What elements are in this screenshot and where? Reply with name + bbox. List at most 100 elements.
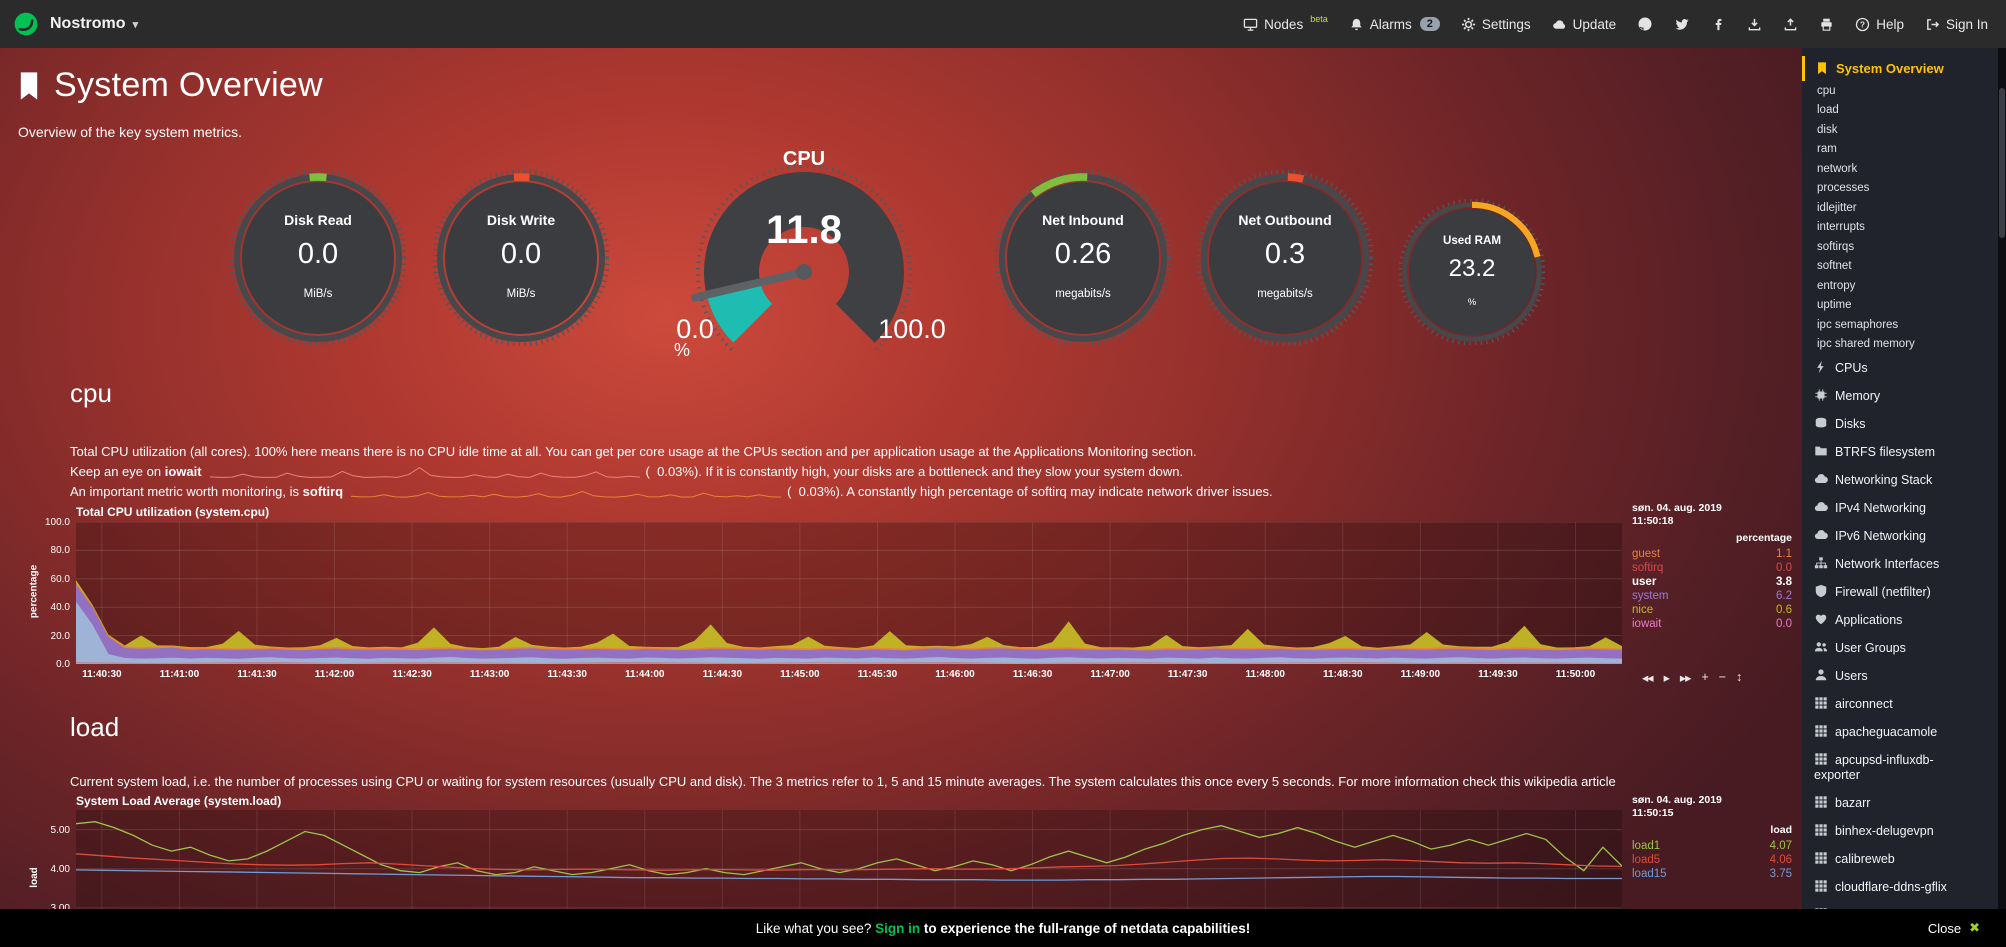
sidebar-item-label: ipc shared memory (1817, 338, 1915, 350)
grid-icon (1814, 879, 1828, 893)
legend-series-name: nice (1632, 604, 1654, 616)
sidebar-item-binhex-delugevpn[interactable]: binhex-delugevpn (1802, 817, 2006, 845)
x-tick-label: 11:45:00 (780, 669, 820, 680)
legend-row-nice[interactable]: nice 0.6 (1632, 604, 1792, 616)
chevron-down-icon: ▾ (132, 18, 139, 31)
legend-row-load5[interactable]: load5 4.06 (1632, 854, 1792, 866)
sidebar-item-ram[interactable]: ram (1802, 140, 2006, 160)
sidebar-item-idlejitter[interactable]: idlejitter (1802, 198, 2006, 218)
sidebar-item-label: softnet (1817, 260, 1852, 272)
github-button[interactable] (1637, 16, 1653, 32)
bookmark-icon (1815, 61, 1829, 75)
gauge-disk-write[interactable]: Disk Write 0.0 MiB/s (433, 170, 609, 346)
legend-row-load1[interactable]: load1 4.07 (1632, 840, 1792, 852)
sidebar-item-softnet[interactable]: softnet (1802, 257, 2006, 277)
sidebar-item-users[interactable]: Users (1802, 662, 2006, 690)
gauge-disk-read[interactable]: Disk Read 0.0 MiB/s (230, 170, 406, 346)
sidebar-item-label: entropy (1817, 279, 1856, 292)
close-icon: ✖ (1969, 920, 1980, 935)
grid-icon (1814, 752, 1828, 766)
sidebar-item-airconnect[interactable]: airconnect (1802, 690, 2006, 718)
sidebar-item-networking-stack[interactable]: Networking Stack (1802, 466, 2006, 494)
sidebar-item-interrupts[interactable]: interrupts (1802, 218, 2006, 238)
netdata-logo[interactable] (12, 10, 40, 38)
sidebar-item-btrfs-filesystem[interactable]: BTRFS filesystem (1802, 438, 2006, 466)
x-tick-label: 11:42:00 (314, 669, 355, 680)
sidebar-item-network-interfaces[interactable]: Network Interfaces (1802, 550, 2006, 578)
help-button[interactable]: ? Help (1855, 17, 1904, 32)
legend-series-name: system (1632, 590, 1669, 602)
sidebar-item-label: disk (1817, 123, 1838, 136)
sidebar-item-disks[interactable]: Disks (1802, 410, 2006, 438)
alarms-button[interactable]: Alarms 2 (1349, 17, 1440, 32)
sidebar-item-disk[interactable]: disk (1802, 120, 2006, 140)
sidebar-item-apcupsd-influxdb-exporter[interactable]: apcupsd-influxdb-exporter (1802, 746, 2006, 789)
twitter-button[interactable] (1674, 16, 1690, 32)
sidebar-item-cpus[interactable]: CPUs (1802, 354, 2006, 382)
scrollbar-thumb[interactable] (1999, 88, 2005, 238)
fast-forward-button[interactable]: ▸▸ (1679, 671, 1692, 685)
sidebar-item-cpu[interactable]: cpu (1802, 81, 2006, 101)
update-button[interactable]: Update (1552, 17, 1616, 32)
nodes-button[interactable]: Nodes beta (1243, 14, 1328, 32)
legend-row-softirq[interactable]: softirq 0.0 (1632, 562, 1792, 574)
gauge-unit: % (1467, 296, 1477, 308)
chart-toolbar: ◂◂ ▸ ▸▸ + − ↕ (1642, 670, 1742, 685)
banner-close-button[interactable]: Close ✖ (1927, 920, 1980, 936)
sidebar-item-processes[interactable]: processes (1802, 179, 2006, 199)
gauge-unit: megabits/s (1257, 288, 1313, 300)
sidebar-item-network[interactable]: network (1802, 159, 2006, 179)
gauge-net-inbound[interactable]: Net Inbound 0.26 megabits/s (995, 170, 1171, 346)
sidebar-item-user-groups[interactable]: User Groups (1802, 634, 2006, 662)
y-tick-label: 0.0 (56, 659, 70, 670)
sidebar-item-calibreweb[interactable]: calibreweb (1802, 845, 2006, 873)
sidebar-item-firewall-netfilter-[interactable]: Firewall (netfilter) (1802, 578, 2006, 606)
legend-series-name: load5 (1632, 854, 1661, 866)
sidebar-item-bazarr[interactable]: bazarr (1802, 789, 2006, 817)
sidebar-item-ipc-semaphores[interactable]: ipc semaphores (1802, 315, 2006, 335)
sidebar-item-ipv6-networking[interactable]: IPv6 Networking (1802, 522, 2006, 550)
gauge-net-outbound[interactable]: Net Outbound 0.3 megabits/s (1197, 170, 1373, 346)
cpu-chart-plot[interactable] (76, 522, 1622, 664)
node-name-dropdown[interactable]: Nostromo ▾ (50, 15, 138, 33)
gauge-used-ram[interactable]: Used RAM 23.2% (1399, 199, 1545, 345)
sidebar-item-entropy[interactable]: entropy (1802, 276, 2006, 296)
sidebar-item-apacheguacamole[interactable]: apacheguacamole (1802, 718, 2006, 746)
legend-series-name: softirq (1632, 562, 1664, 574)
main-content: System Overview Overview of the key syst… (0, 48, 1802, 947)
gauge-cpu[interactable]: CPU 11.8 0.0 100.0% (634, 144, 974, 429)
sidebar-item-cloudflare-ddns-gflix[interactable]: cloudflare-ddns-gflix (1802, 873, 2006, 901)
sidebar-item-memory[interactable]: Memory (1802, 382, 2006, 410)
gauge-value: 0.26 (1054, 238, 1112, 270)
gauge-value: 0.0 (297, 238, 339, 270)
legend-row-user[interactable]: user 3.8 (1632, 576, 1792, 588)
legend-row-guest[interactable]: guest 1.1 (1632, 548, 1792, 560)
cpu-chart[interactable]: Total CPU utilization (system.cpu) percen… (20, 500, 1802, 695)
page-scrollbar[interactable] (1998, 48, 2006, 947)
export-button[interactable] (1747, 17, 1762, 32)
sidebar-item-load[interactable]: load (1802, 101, 2006, 121)
resize-button[interactable]: ↕ (1736, 670, 1742, 684)
legend-row-iowait[interactable]: iowait 0.0 (1632, 618, 1792, 630)
sidebar-item-system-overview[interactable]: System Overview (1802, 56, 2006, 81)
legend-row-load15[interactable]: load15 3.75 (1632, 868, 1792, 880)
sidebar-item-ipc-shared-memory[interactable]: ipc shared memory (1802, 335, 2006, 355)
import-button[interactable] (1783, 17, 1798, 32)
sidebar-item-softirqs[interactable]: softirqs (1802, 237, 2006, 257)
x-tick-label: 11:43:30 (547, 669, 587, 680)
sidebar-item-label: Disks (1835, 417, 1866, 431)
rewind-button[interactable]: ◂◂ (1642, 671, 1654, 685)
sidebar-item-label: Firewall (netfilter) (1835, 585, 1931, 599)
sidebar-item-applications[interactable]: Applications (1802, 606, 2006, 634)
zoom-in-button[interactable]: + (1701, 670, 1708, 684)
sidebar-item-ipv4-networking[interactable]: IPv4 Networking (1802, 494, 2006, 522)
play-button[interactable]: ▸ (1663, 671, 1670, 685)
zoom-out-button[interactable]: − (1718, 670, 1726, 684)
signin-button[interactable]: Sign In (1925, 17, 1988, 32)
signin-link[interactable]: Sign in (875, 920, 921, 936)
facebook-button[interactable] (1711, 17, 1726, 32)
sidebar-item-uptime[interactable]: uptime (1802, 296, 2006, 316)
settings-button[interactable]: Settings (1461, 17, 1531, 32)
legend-row-system[interactable]: system 6.2 (1632, 590, 1792, 602)
print-button[interactable] (1819, 17, 1834, 32)
